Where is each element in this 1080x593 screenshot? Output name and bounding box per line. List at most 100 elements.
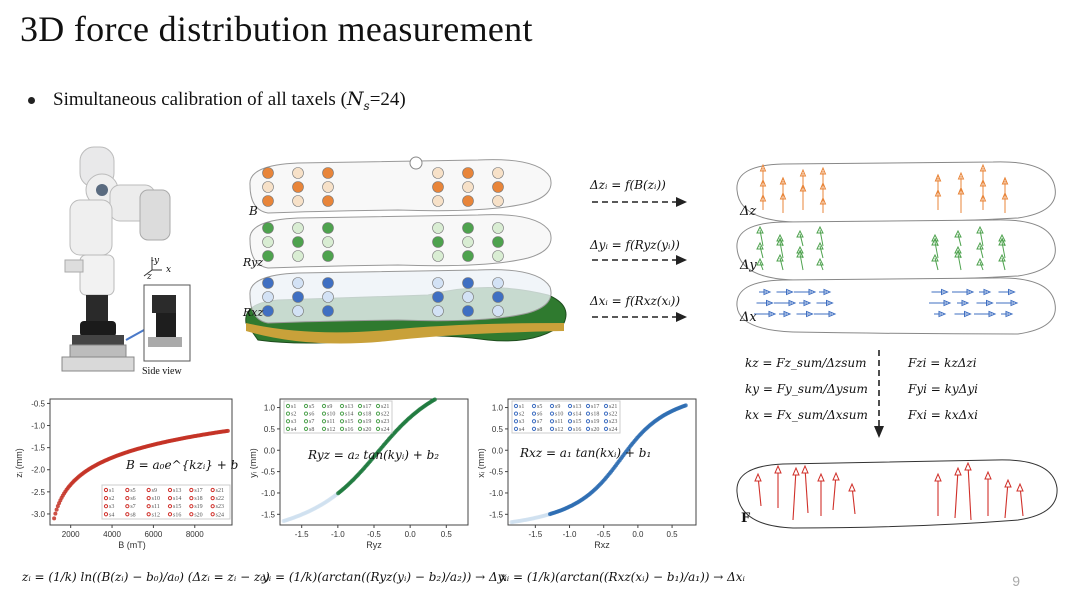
legend-entry: s15 [345,419,353,425]
legend-marker [339,426,345,431]
legend-entry: s15 [573,419,581,425]
sensor-layers-diagram [245,156,567,344]
dz-arrowhead [759,163,767,172]
dx-arrowhead [986,299,994,307]
legend-marker [531,426,537,431]
legend-entry: s5 [130,488,135,494]
legend-entry: s6 [537,412,542,418]
plot2-ylabel: yᵢ (mm) [250,448,258,477]
taxel-dot [462,291,474,303]
taxel-dot [292,181,304,193]
legend-marker [567,411,573,416]
taxel-dot [322,250,334,262]
dy-arrow [934,237,939,247]
plot1-xlabel: B (mT) [118,540,146,550]
plot3-ylabel: xᵢ (mm) [478,448,486,477]
bullet-text: Simultaneous calibration of all taxels (… [28,88,406,113]
taxel-dot [462,305,474,317]
x-tick-label: 8000 [186,530,204,539]
dy-arrow [759,245,764,259]
x-tick-label: 0.5 [441,530,453,539]
dz-arrowhead [979,163,987,172]
taxel-dot [462,181,474,193]
legend-entry: s6 [130,496,135,502]
force-insole [736,459,1058,529]
legend-marker [303,411,309,416]
legend-marker [375,403,381,409]
legend-entry: s7 [130,504,135,510]
legend-entry: s11 [152,504,160,510]
dx-arrowhead [983,288,992,296]
legend-entry: s23 [381,419,389,425]
legend-entry: s14 [345,412,353,418]
legend-entry: s22 [381,412,389,418]
legend-entry: s9 [327,404,332,410]
force-arrowhead [792,466,800,476]
legend-entry: s3 [291,419,296,425]
dx-arrowhead [1010,299,1019,307]
legend-entry: s21 [381,404,389,410]
taxel-dot [462,236,474,248]
dy-arrowhead [816,225,824,234]
taxel-dot [322,167,334,179]
force-arrowhead [964,461,972,471]
formula-y: yᵢ = (1/k)(arctan((Ryz(yᵢ) − b₂)/a₂)) → … [262,570,507,584]
y-tick-label: -1.5 [489,510,503,519]
force-arrowhead [832,471,840,481]
dy-arrow [759,261,764,271]
legend-marker [531,403,537,409]
dy-arrowhead [976,241,984,250]
robot-photo [40,135,200,380]
gain-kz: kz = Fz_sum/Δzsum [745,356,867,370]
x-tick-label: 0.0 [405,530,417,539]
legend-marker [146,487,151,493]
dz-arrowhead [819,196,827,205]
dy-arrow [1001,237,1006,247]
legend-marker [549,426,555,431]
legend-entry: s10 [555,412,563,418]
plot2-xlabel: Ryz [366,540,382,550]
legend-marker [585,419,591,424]
legend-marker [146,512,151,517]
dy-arrow [799,249,804,259]
x-tick-label: -1.0 [331,530,345,539]
x-tick-label: 4000 [103,530,121,539]
dx-arrowhead [828,310,837,318]
legend-marker [146,495,151,501]
page-number: 9 [1012,573,1020,589]
dx-arrowhead [938,310,947,318]
dy-arrowhead [998,253,1006,262]
legend-entry: s19 [591,419,599,425]
out-label-z: Δz [740,204,757,219]
force-arrowhead [954,466,962,476]
data-point [54,507,59,512]
axis-glyph-icon [143,257,162,277]
legend-marker [210,487,215,493]
y-tick-label: -1.5 [261,510,275,519]
legend-box [511,400,621,434]
dy-arrowhead [976,225,984,234]
legend-entry: s16 [173,512,181,518]
map-eq-z: Δzᵢ = f(B(zᵢ)) [590,178,666,192]
legend-marker [321,419,327,424]
legend-entry: s21 [609,404,617,410]
dx-arrowhead [803,299,812,307]
dx-arrowhead [826,299,834,307]
legend-entry: s15 [173,504,181,510]
legend-entry: s20 [194,512,202,518]
legend-entry: s19 [194,504,202,510]
legend-entry: s12 [327,427,335,433]
legend-entry: s10 [327,412,335,418]
dz-arrowhead [957,171,965,180]
dy-arrow [779,237,784,247]
taxel-dot [292,277,304,289]
legend-entry: s4 [519,427,524,433]
force-arrowhead [934,472,942,482]
legend-marker [167,487,173,493]
taxel-dot [262,195,274,207]
taxel-dot [492,291,504,303]
dx-arrowhead [1005,310,1014,318]
dy-arrow [979,261,984,271]
force-arrow [792,469,797,521]
formula-z: zᵢ = (1/k) ln((B(zᵢ) − b₀)/a₀) (Δzᵢ = zᵢ… [22,570,270,584]
